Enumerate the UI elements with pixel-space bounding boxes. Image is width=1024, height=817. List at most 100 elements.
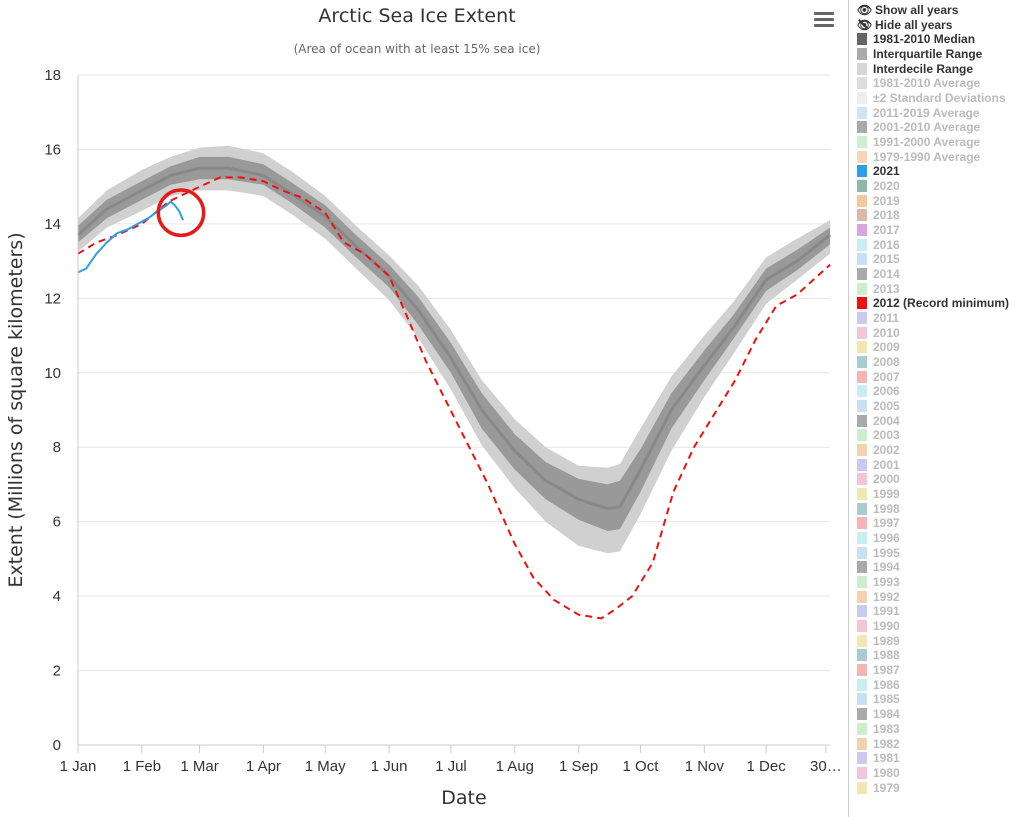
chart-title: Arctic Sea Ice Extent — [318, 5, 515, 27]
legend-swatch — [857, 458, 867, 471]
legend-item[interactable]: 1987 — [857, 663, 900, 677]
legend-item[interactable]: 1984 — [857, 707, 900, 721]
legend-item[interactable]: 1996 — [857, 531, 900, 545]
legend-item[interactable]: 1999 — [857, 487, 900, 501]
legend-item[interactable]: Interquartile Range — [857, 47, 982, 61]
chart-menu-button[interactable] — [812, 10, 836, 32]
legend-item[interactable]: 2009 — [857, 340, 900, 354]
legend-item-label: 2004 — [873, 413, 900, 428]
legend-swatch — [857, 341, 867, 354]
legend-item[interactable]: 2021 — [857, 164, 900, 178]
legend-swatch — [857, 414, 867, 427]
legend-item[interactable]: 2010 — [857, 326, 900, 340]
legend-item[interactable]: Interdecile Range — [857, 62, 973, 76]
legend-item[interactable]: 2007 — [857, 370, 900, 384]
show-all-years-button[interactable]: 👁 Show all years — [857, 3, 958, 17]
legend-swatch — [857, 546, 867, 559]
legend-item[interactable]: 1991-2000 Average — [857, 135, 980, 149]
legend-item[interactable]: 2014 — [857, 267, 900, 281]
legend-swatch — [857, 48, 867, 60]
legend-item[interactable]: 2002 — [857, 443, 900, 457]
legend-item[interactable]: 1979-1990 Average — [857, 150, 980, 164]
legend-item[interactable]: 2016 — [857, 238, 900, 252]
legend-item[interactable]: 1981-2010 Median — [857, 32, 975, 46]
hide-all-years-button[interactable]: 👁Hide all years — [857, 18, 952, 32]
legend-item-label: 1981-2010 Average — [873, 76, 981, 91]
legend-swatch — [857, 766, 867, 779]
legend-swatch — [857, 312, 867, 325]
legend-swatch — [857, 268, 867, 281]
legend-item[interactable]: 1989 — [857, 634, 900, 648]
legend-item-label: 2002 — [873, 443, 900, 458]
x-tick-label: 1 Apr — [246, 758, 281, 775]
legend-item[interactable]: 1997 — [857, 516, 900, 530]
legend-item[interactable]: 1990 — [857, 619, 900, 633]
legend-swatch — [857, 180, 867, 193]
legend-item[interactable]: 1985 — [857, 692, 900, 706]
chart-subtitle: (Area of ocean with at least 15% sea ice… — [294, 42, 541, 56]
legend-swatch — [857, 590, 867, 603]
legend-item[interactable]: 2018 — [857, 208, 900, 222]
legend-swatch — [857, 737, 867, 750]
legend-item[interactable]: 1988 — [857, 648, 900, 662]
legend-item[interactable]: 2004 — [857, 414, 900, 428]
legend-item[interactable]: 2001-2010 Average — [857, 120, 980, 134]
legend-item-label: 1992 — [873, 589, 900, 604]
legend-swatch — [857, 92, 867, 105]
y-tick-label: 0 — [53, 737, 61, 754]
legend-swatch — [857, 370, 867, 383]
legend-item[interactable]: 2017 — [857, 223, 900, 237]
legend-item[interactable]: ±2 Standard Deviations — [857, 91, 1006, 105]
legend-item[interactable]: 2020 — [857, 179, 900, 193]
legend-item[interactable]: 1981-2010 Average — [857, 76, 980, 90]
legend-item[interactable]: 2011-2019 Average — [857, 106, 980, 120]
legend-item[interactable]: 1986 — [857, 678, 900, 692]
legend-item-label: 1987 — [873, 663, 900, 678]
legend-item-label: 1990 — [873, 619, 900, 634]
legend-swatch — [857, 664, 867, 677]
legend-item[interactable]: 1993 — [857, 575, 900, 589]
legend-item[interactable]: 1992 — [857, 590, 900, 604]
legend-item[interactable]: 1980 — [857, 766, 900, 780]
legend-swatch — [857, 781, 867, 794]
legend-item[interactable]: 1998 — [857, 502, 900, 516]
x-tick-label: 30… — [810, 758, 840, 775]
legend-item[interactable]: 2015 — [857, 252, 900, 266]
legend-item[interactable]: 2013 — [857, 282, 900, 296]
x-tick-label: 1 Jun — [371, 758, 408, 775]
y-tick-label: 2 — [53, 663, 61, 680]
legend-item[interactable]: 2012 (Record minimum) — [857, 296, 1009, 310]
legend-item[interactable]: 2006 — [857, 384, 900, 398]
legend-item[interactable]: 1979 — [857, 781, 900, 795]
legend-item-label: ±2 Standard Deviations — [873, 91, 1006, 106]
legend-item-label: 1999 — [873, 487, 900, 502]
x-axis-title: Date — [441, 787, 486, 809]
legend-swatch — [857, 488, 867, 501]
legend-item[interactable]: 2008 — [857, 355, 900, 369]
legend-item[interactable]: 2001 — [857, 458, 900, 472]
legend-swatch — [857, 532, 867, 545]
legend-item-label: 2001-2010 Average — [873, 120, 981, 135]
legend-item[interactable]: 1983 — [857, 722, 900, 736]
y-tick-label: 4 — [53, 588, 61, 605]
legend-item-label: 2018 — [873, 208, 900, 223]
legend-item[interactable]: 2000 — [857, 472, 900, 486]
legend-item[interactable]: 1994 — [857, 560, 900, 574]
x-tick-label: 1 Dec — [747, 758, 787, 775]
legend-swatch — [857, 136, 867, 149]
legend-swatch — [857, 385, 867, 398]
legend-item[interactable]: 1981 — [857, 751, 900, 765]
legend-item[interactable]: 2019 — [857, 194, 900, 208]
legend-item[interactable]: 1982 — [857, 737, 900, 751]
legend-item[interactable]: 1995 — [857, 546, 900, 560]
legend-item[interactable]: 2011 — [857, 311, 899, 325]
x-tick-label: 1 May — [305, 758, 346, 775]
legend-swatch — [857, 297, 867, 310]
legend-item[interactable]: 2003 — [857, 428, 900, 442]
legend-item-label: 1991-2000 Average — [873, 135, 981, 150]
legend-swatch — [857, 722, 867, 735]
legend-item[interactable]: 2005 — [857, 399, 900, 413]
x-tick-label: 1 Nov — [685, 758, 725, 775]
legend-item[interactable]: 1991 — [857, 604, 900, 618]
legend-item-label: 2019 — [873, 193, 900, 208]
